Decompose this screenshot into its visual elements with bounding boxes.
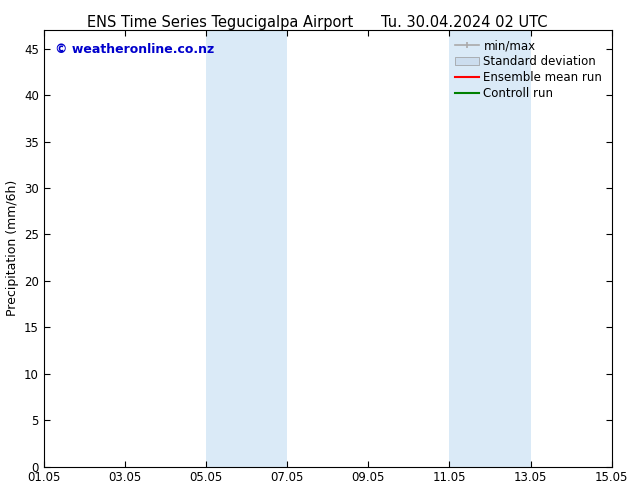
Bar (450, 30, 531, 466)
Y-axis label: Precipitation (mm/6h): Precipitation (mm/6h) (6, 180, 18, 317)
Bar (206, 30, 287, 466)
Text: ENS Time Series Tegucigalpa Airport      Tu. 30.04.2024 02 UTC: ENS Time Series Tegucigalpa Airport Tu. … (87, 15, 547, 30)
Text: © weatheronline.co.nz: © weatheronline.co.nz (55, 43, 214, 56)
Legend: min/max, Standard deviation, Ensemble mean run, Controll run: min/max, Standard deviation, Ensemble me… (451, 36, 606, 104)
